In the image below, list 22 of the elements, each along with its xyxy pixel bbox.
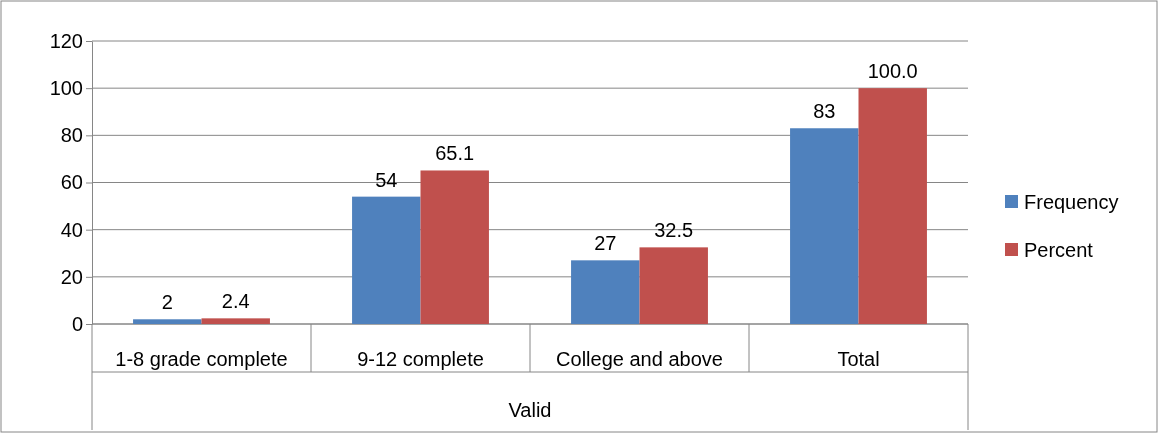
data-label: 32.5 (654, 219, 694, 242)
legend-label: Frequency (1024, 191, 1119, 213)
y-tick-label: 0 (71, 312, 83, 335)
x-tick-label: 1-8 grade complete (115, 348, 288, 370)
x-tick-label: College and above (556, 348, 723, 370)
y-tick-label: 100 (49, 77, 83, 100)
data-label: 65.1 (435, 142, 475, 165)
y-tick-label: 60 (60, 171, 83, 194)
data-label: 54 (375, 168, 398, 191)
y-tick-label: 40 (60, 218, 83, 241)
data-label: 100.0 (867, 60, 918, 83)
x-tick-label: Total (837, 348, 880, 370)
x-tick-label: 9-12 complete (357, 348, 484, 370)
data-label: 27 (594, 232, 617, 255)
data-label: 2 (161, 291, 173, 314)
y-tick-label: 120 (49, 29, 83, 52)
y-tick-label: 20 (60, 265, 83, 288)
y-tick-label: 80 (60, 124, 83, 147)
data-label: 2.4 (221, 290, 250, 313)
legend-label: Percent (1024, 239, 1094, 261)
x-axis-title: Valid (508, 399, 552, 421)
data-label: 83 (813, 100, 836, 123)
